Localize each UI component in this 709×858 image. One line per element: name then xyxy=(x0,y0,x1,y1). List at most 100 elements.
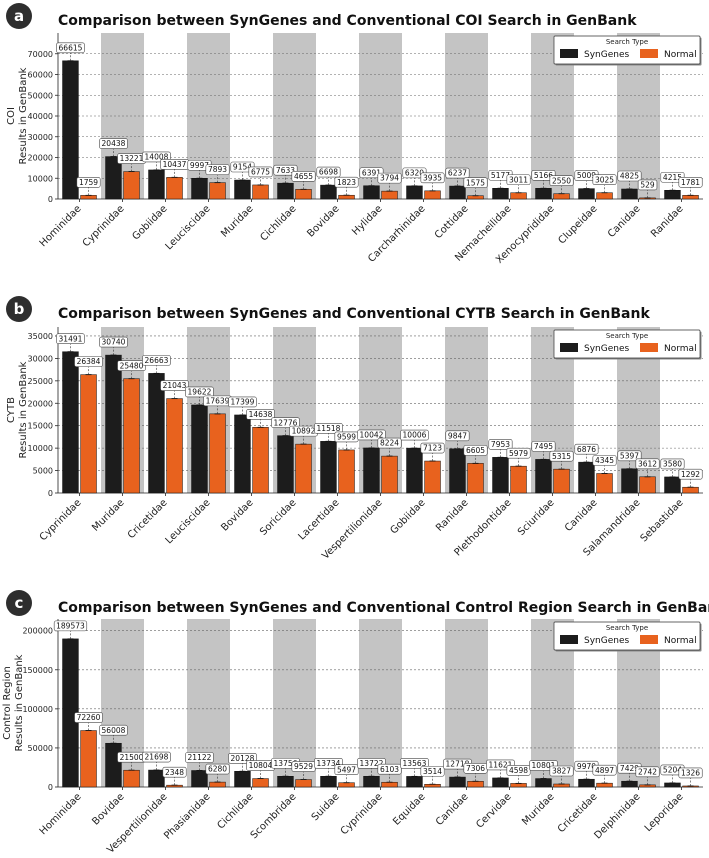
bar-syngenes xyxy=(578,461,595,494)
data-label-box xyxy=(617,170,642,182)
data-label: 5177 xyxy=(491,171,510,180)
y-tick-label: 60000 xyxy=(28,71,53,80)
bar-syngenes xyxy=(148,169,165,200)
bar-syngenes xyxy=(234,771,251,788)
data-label: 14008 xyxy=(145,153,169,162)
data-label: 25480 xyxy=(120,361,144,370)
legend-title: Search Type xyxy=(606,624,648,632)
data-label: 6320 xyxy=(405,168,424,177)
bar-normal xyxy=(381,781,398,788)
bar-normal xyxy=(252,184,269,200)
x-tick-label: Gobiidae xyxy=(388,497,427,536)
data-label-box xyxy=(678,767,703,779)
legend-label-normal: Normal xyxy=(664,636,697,646)
panel-letter-badge xyxy=(6,296,32,322)
bar-normal xyxy=(123,378,140,494)
data-label: 7429 xyxy=(620,764,639,773)
data-label-box xyxy=(205,164,230,175)
legend: Search Type SynGenes Normal xyxy=(553,329,702,360)
data-label-box xyxy=(660,458,685,470)
data-label-box xyxy=(271,417,300,428)
panel-letter-badge xyxy=(6,3,32,29)
data-label-box xyxy=(273,164,298,176)
bar-syngenes xyxy=(578,188,595,200)
bar-syngenes xyxy=(535,459,552,494)
legend: Search Type SynGenes Normal xyxy=(553,35,702,66)
data-label-box xyxy=(635,458,660,470)
data-label: 11518 xyxy=(317,424,341,433)
data-label-box xyxy=(160,380,189,391)
bar-normal xyxy=(80,195,97,200)
data-label: 7633 xyxy=(276,166,295,175)
data-label: 189573 xyxy=(56,621,85,630)
data-label: 2742 xyxy=(638,767,657,776)
bar-syngenes xyxy=(105,354,122,494)
data-label: 7893 xyxy=(208,165,227,174)
legend-label-normal: Normal xyxy=(664,50,697,60)
y-tick-label: 70000 xyxy=(28,50,53,59)
y-tick-label: 10000 xyxy=(28,444,53,453)
data-label: 7953 xyxy=(491,440,510,449)
data-label: 529 xyxy=(640,181,655,190)
legend-label-syngenes: SynGenes xyxy=(584,344,629,354)
data-label: 10801 xyxy=(532,761,556,770)
data-label: 4345 xyxy=(595,456,614,465)
x-tick-label: Phasianidae xyxy=(162,791,212,841)
data-label-box xyxy=(185,752,214,763)
data-label: 10892 xyxy=(292,427,316,436)
y-axis-label: CYTB Results in GenBank xyxy=(6,361,29,458)
bar-normal xyxy=(209,413,226,494)
data-label: 10437 xyxy=(163,160,187,169)
x-tick-label: Cichlidae xyxy=(215,791,255,831)
data-label: 4598 xyxy=(509,766,528,775)
data-label-box xyxy=(420,442,445,454)
bar-syngenes xyxy=(664,190,681,200)
data-label: 13722 xyxy=(360,759,384,768)
data-label: 7306 xyxy=(466,764,485,773)
bar-syngenes xyxy=(492,457,509,494)
data-label: 5315 xyxy=(552,452,571,461)
data-label: 4897 xyxy=(595,766,614,775)
data-label: 13756 xyxy=(274,759,298,768)
bar-syngenes xyxy=(234,414,251,494)
data-label: 9154 xyxy=(233,163,252,172)
bar-syngenes xyxy=(363,447,380,494)
bar-normal xyxy=(252,427,269,494)
data-label: 6605 xyxy=(466,446,485,455)
data-label: 7123 xyxy=(423,444,442,453)
panel-letter: c xyxy=(15,594,24,612)
bar-normal xyxy=(295,779,312,788)
data-label: 2348 xyxy=(165,768,184,777)
data-label: 3011 xyxy=(509,175,528,184)
bar-normal xyxy=(381,455,398,494)
bar-normal xyxy=(209,182,226,200)
data-label-box xyxy=(549,765,574,777)
data-label-box xyxy=(574,443,599,455)
data-label: 26384 xyxy=(77,357,101,366)
bar-normal xyxy=(166,398,183,494)
legend-swatch-normal xyxy=(640,343,658,352)
data-label: 6775 xyxy=(251,168,270,177)
data-label: 20128 xyxy=(231,754,255,763)
data-label-box xyxy=(228,396,257,408)
bar-syngenes xyxy=(492,777,509,788)
data-label-box xyxy=(99,724,128,736)
data-label: 17639 xyxy=(206,396,230,405)
x-tick-label: Clupeidae xyxy=(556,203,599,246)
data-label: 13221 xyxy=(120,154,144,163)
x-tick-label: Gobiidae xyxy=(130,203,169,242)
data-label-box xyxy=(74,356,103,367)
y-axis-label-line: Results in GenBank xyxy=(18,361,29,458)
bar-normal xyxy=(596,473,613,494)
bar-syngenes xyxy=(449,776,466,788)
data-label: 14638 xyxy=(249,410,273,419)
data-label-box xyxy=(142,751,171,763)
bar-syngenes xyxy=(320,441,337,494)
legend-title: Search Type xyxy=(606,38,648,46)
y-axis-label-line: Results in GenBank xyxy=(14,654,25,751)
bar-normal xyxy=(510,192,527,200)
y-tick-label: 0 xyxy=(48,195,53,204)
legend-label-normal: Normal xyxy=(664,344,697,354)
chart-title: Comparison between SynGenes and Conventi… xyxy=(58,306,650,322)
data-label-box xyxy=(445,167,470,179)
